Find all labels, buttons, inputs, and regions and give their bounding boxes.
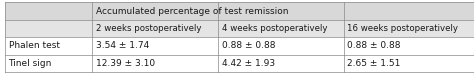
- Text: 2 weeks postoperatively: 2 weeks postoperatively: [96, 24, 202, 33]
- Bar: [344, 20, 474, 37]
- Text: 3.54 ± 1.74: 3.54 ± 1.74: [96, 41, 149, 50]
- Bar: [218, 55, 344, 72]
- Text: 4 weeks postoperatively: 4 weeks postoperatively: [222, 24, 328, 33]
- Text: 4.42 ± 1.93: 4.42 ± 1.93: [222, 59, 275, 68]
- Bar: [92, 20, 218, 37]
- Bar: [92, 37, 218, 55]
- Bar: [92, 55, 218, 72]
- Bar: [218, 20, 344, 37]
- Text: 0.88 ± 0.88: 0.88 ± 0.88: [347, 41, 401, 50]
- Text: 16 weeks postoperatively: 16 weeks postoperatively: [347, 24, 458, 33]
- Bar: [5, 2, 92, 20]
- Bar: [5, 55, 92, 72]
- Bar: [344, 37, 474, 55]
- Text: Accumulated percentage of test remission: Accumulated percentage of test remission: [96, 7, 289, 16]
- Text: Tinel sign: Tinel sign: [9, 59, 52, 68]
- Text: Phalen test: Phalen test: [9, 41, 60, 50]
- Bar: [92, 2, 474, 20]
- Bar: [5, 37, 92, 55]
- Text: 0.88 ± 0.88: 0.88 ± 0.88: [222, 41, 275, 50]
- Bar: [5, 20, 92, 37]
- Text: 12.39 ± 3.10: 12.39 ± 3.10: [96, 59, 155, 68]
- Bar: [344, 55, 474, 72]
- Text: 2.65 ± 1.51: 2.65 ± 1.51: [347, 59, 401, 68]
- Bar: [218, 37, 344, 55]
